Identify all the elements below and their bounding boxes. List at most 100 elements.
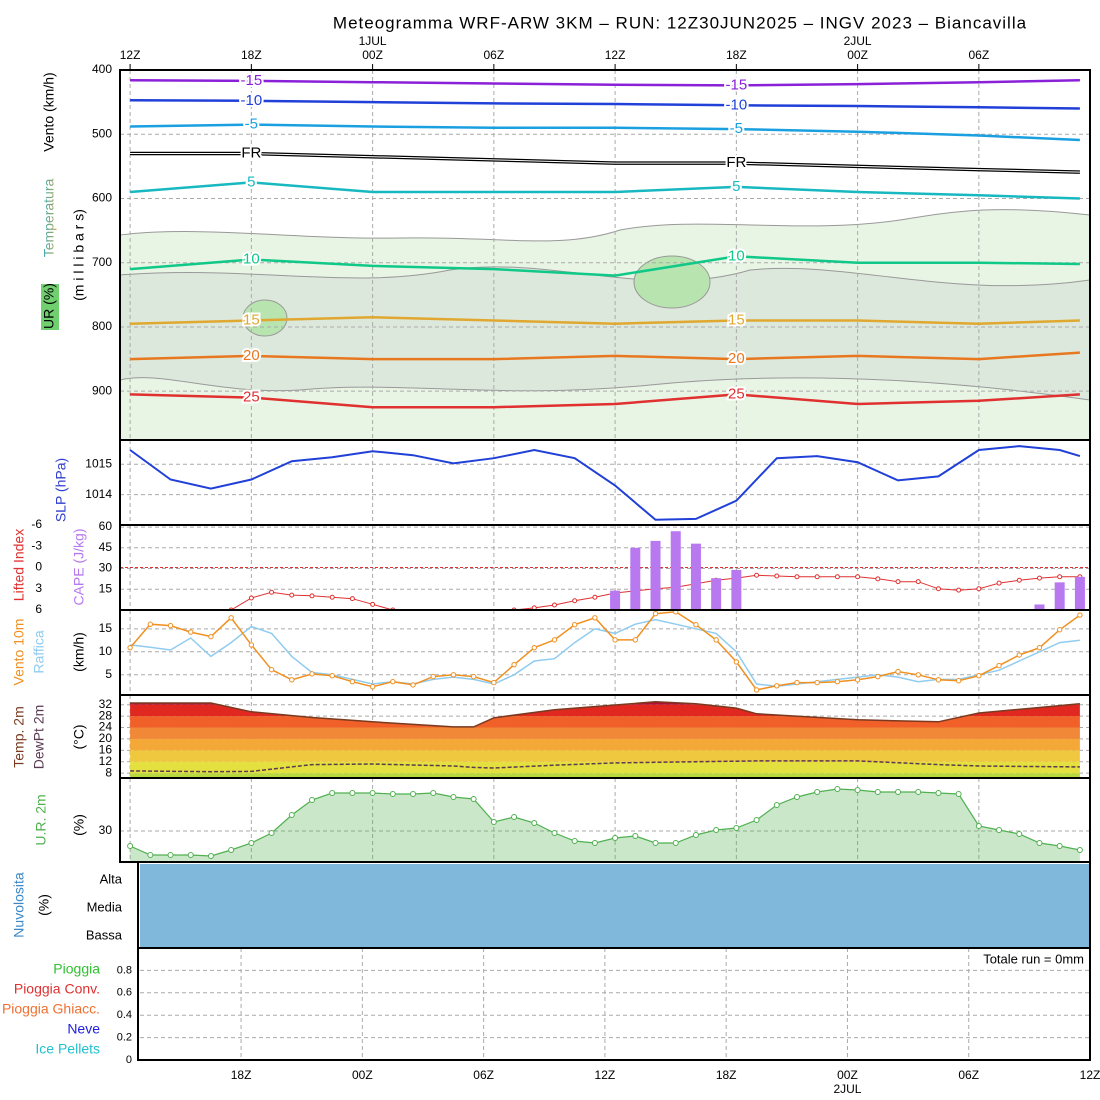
wind-marker [147, 621, 154, 627]
rh-marker [814, 789, 821, 795]
wind-marker [713, 637, 719, 643]
y-tick-label: 8 [105, 765, 112, 779]
panel-frame [137, 947, 1091, 1061]
wind-marker [369, 684, 376, 690]
wind-marker [289, 677, 295, 683]
rh-marker [430, 790, 437, 796]
y-tick-label: 0.6 [117, 987, 132, 999]
rh-marker [167, 852, 174, 858]
rh-marker [1056, 843, 1063, 849]
panel [130, 701, 1080, 778]
cape-bar [610, 590, 621, 610]
cape-bar [1074, 576, 1085, 610]
rh-marker [975, 823, 982, 829]
wind-marker [511, 661, 517, 668]
rh-swatch [41, 284, 59, 330]
cape-bar [731, 569, 742, 610]
rh-marker [915, 789, 922, 795]
wind-marker [814, 679, 820, 686]
panel [127, 610, 1083, 693]
wind-marker [652, 610, 659, 617]
rh-area [130, 789, 1080, 862]
isotherm-label: -5 [245, 116, 258, 133]
dewpoint-line [130, 760, 1080, 773]
panel [127, 786, 1083, 862]
rh-marker [1036, 840, 1043, 846]
panel [129, 445, 1081, 521]
rh-marker [713, 827, 720, 833]
wind-marker [612, 637, 618, 643]
rh-shading [633, 255, 711, 309]
cloud-level: Alta [100, 871, 123, 886]
y-tick-label: 0.4 [117, 1009, 132, 1021]
wind-marker [955, 678, 962, 684]
rh-marker [612, 835, 619, 841]
temp-line [130, 701, 1080, 728]
cape-bar [690, 543, 701, 610]
axis-title: U.R. 2m [33, 794, 49, 845]
li-marker [1016, 577, 1022, 583]
wind-marker [390, 678, 396, 685]
rh-marker [935, 790, 942, 796]
wind-marker [1056, 627, 1063, 633]
axis-title: Lifted Index [11, 529, 27, 601]
y-tick-label: 28 [99, 708, 113, 722]
temp-band [130, 704, 1080, 717]
li-marker [269, 589, 275, 595]
isotherm [130, 79, 1080, 87]
li-marker [592, 594, 598, 600]
axis-title: UR (%) [41, 283, 57, 329]
axis-title: Vento (km/h) [41, 72, 57, 151]
isotherm-inner [130, 153, 1080, 173]
legend-entry: Pioggia Conv. [14, 981, 100, 997]
panel: -15 -15 -10 -10 -5 -5 FR FR 5 5 10 10 15 15 20 20 25 25 [130, 70, 1080, 409]
panel [120, 531, 1090, 610]
cape-bar [630, 547, 641, 610]
temp-band [130, 701, 1080, 705]
x-tick-label: 00Z [362, 48, 383, 62]
isotherm-label: FR [241, 144, 261, 161]
isotherm-label: -10 [241, 92, 263, 109]
rh-marker [228, 847, 235, 853]
date-label: 2JUL [833, 1082, 861, 1096]
rh-marker [268, 830, 275, 836]
wind-marker [167, 622, 174, 629]
x-tick-label: 06Z [484, 48, 505, 62]
rh-marker [369, 790, 376, 796]
li-marker [1036, 575, 1042, 581]
isotherm-label: 10 [728, 247, 745, 264]
axis-title: Vento 10m [11, 619, 27, 686]
axis-title: SLP (hPa) [53, 458, 69, 522]
wind-marker [228, 615, 234, 621]
wind-marker [127, 644, 133, 651]
rh-marker [450, 794, 457, 800]
isotherm-label: 25 [243, 389, 260, 406]
isotherm-label: 25 [728, 385, 745, 402]
rh-marker [632, 833, 639, 839]
date-label: 2JUL [844, 34, 872, 48]
cape-bar [1034, 604, 1045, 610]
y-tick-label: 6 [35, 602, 42, 616]
rh-marker [207, 853, 214, 859]
rh-marker [733, 825, 740, 831]
li-marker [248, 595, 254, 601]
axis-title: CAPE (J/kg) [71, 528, 87, 605]
wind-marker [248, 642, 255, 648]
isotherm-label: 20 [243, 347, 260, 364]
cloud-level: Media [87, 899, 123, 914]
temp-band [130, 738, 1080, 751]
rh-marker [127, 843, 134, 849]
rh-marker [349, 790, 356, 796]
cape-bar [1054, 582, 1065, 610]
wind-marker [753, 687, 760, 693]
temp-band [130, 727, 1080, 739]
isotherm [130, 393, 1080, 409]
li-marker [996, 580, 1002, 586]
li-marker [289, 592, 295, 598]
li-marker [794, 574, 800, 580]
y-tick-label: 800 [92, 319, 112, 333]
wind-marker [875, 673, 881, 680]
isotherm-label: FR [726, 154, 746, 171]
rh-marker [248, 840, 255, 846]
